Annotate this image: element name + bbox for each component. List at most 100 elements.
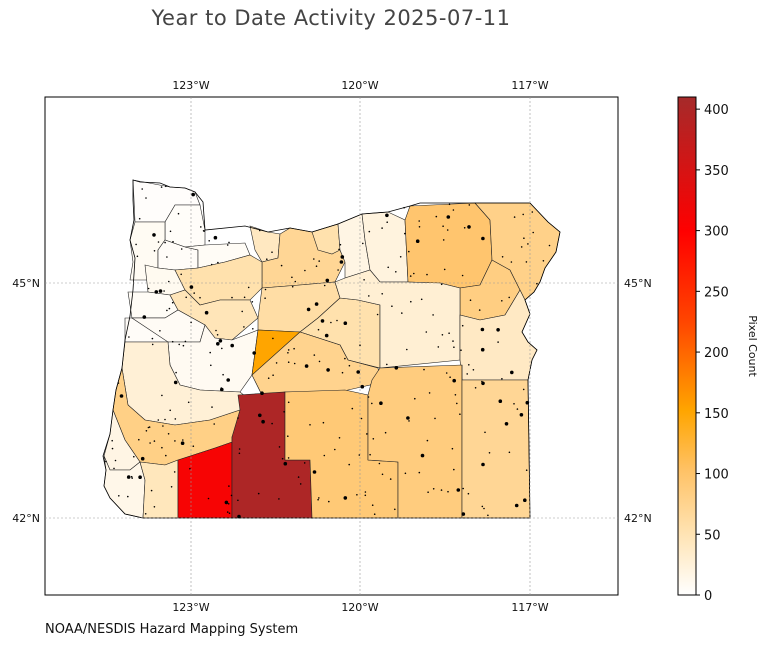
fire-point xyxy=(243,296,246,299)
lon-tick-top-117w: 117°W xyxy=(511,79,548,92)
fire-point xyxy=(466,373,469,375)
fire-point xyxy=(453,468,455,471)
colorbar-tick-label: 350 xyxy=(704,164,729,179)
fire-point xyxy=(334,448,336,451)
fire-point xyxy=(275,362,278,364)
fire-point xyxy=(306,307,311,312)
fire-point xyxy=(237,499,239,502)
fire-point xyxy=(487,514,489,517)
fire-point xyxy=(237,417,239,419)
fire-point xyxy=(384,431,387,434)
fire-point xyxy=(217,261,219,264)
fire-point xyxy=(463,227,466,229)
fire-point xyxy=(216,334,219,336)
fire-point xyxy=(415,239,420,243)
fire-point xyxy=(461,274,464,277)
fire-point xyxy=(381,293,384,295)
fire-point xyxy=(523,498,527,503)
fire-point xyxy=(287,352,289,354)
fire-point xyxy=(456,402,458,405)
fire-point xyxy=(226,378,230,382)
fire-point xyxy=(364,491,367,493)
fire-point xyxy=(159,330,161,332)
fire-point xyxy=(260,391,264,396)
fire-point xyxy=(408,250,410,253)
colorbar-tick-label: 250 xyxy=(704,285,729,300)
fire-point xyxy=(428,392,431,394)
fire-point xyxy=(243,326,245,328)
fire-point xyxy=(293,362,296,365)
fire-point xyxy=(376,313,379,316)
fire-point xyxy=(144,513,147,515)
fire-point xyxy=(536,282,538,285)
fire-point xyxy=(348,364,351,367)
fire-point xyxy=(459,413,461,416)
fire-point xyxy=(126,475,131,479)
fire-point xyxy=(480,347,485,352)
fire-point xyxy=(209,351,211,354)
fire-point xyxy=(478,309,481,311)
fire-point xyxy=(337,269,339,271)
fire-point xyxy=(525,469,528,472)
fire-point xyxy=(385,213,389,218)
lat-tick-right-42n: 42°N xyxy=(624,512,652,525)
fire-point xyxy=(510,261,513,263)
fire-point xyxy=(251,301,254,303)
fire-point xyxy=(173,471,176,473)
fire-point xyxy=(287,401,290,404)
fire-point xyxy=(372,438,375,440)
fire-point xyxy=(261,419,265,424)
fire-point xyxy=(111,447,114,450)
fire-point xyxy=(501,255,504,258)
fire-point xyxy=(328,500,330,503)
fire-point xyxy=(406,416,410,420)
fire-point xyxy=(278,446,281,448)
fire-point xyxy=(446,229,449,231)
fire-point xyxy=(510,370,514,375)
lon-tick-bottom-117w: 117°W xyxy=(511,601,548,614)
fire-point xyxy=(496,328,500,332)
fire-point xyxy=(449,376,451,379)
fire-point xyxy=(287,361,290,364)
fire-point xyxy=(281,457,284,460)
fire-point xyxy=(257,492,260,495)
fire-point xyxy=(368,295,370,297)
fire-point xyxy=(501,300,503,302)
fire-point xyxy=(222,373,224,376)
fire-point xyxy=(452,340,454,342)
fire-point xyxy=(418,226,421,228)
fire-point xyxy=(149,442,151,444)
fire-point xyxy=(399,255,402,258)
fire-point xyxy=(481,380,483,383)
fire-point xyxy=(283,461,288,466)
fire-point xyxy=(151,337,154,340)
fire-point xyxy=(117,382,120,384)
fire-point xyxy=(451,447,454,450)
lat-tick-left-42n: 42°N xyxy=(12,512,40,525)
fire-point xyxy=(231,296,233,299)
lat-tick-left-45n: 45°N xyxy=(12,277,40,290)
fire-point xyxy=(378,462,381,465)
fire-point xyxy=(395,271,397,273)
fire-point xyxy=(164,418,166,421)
fire-point xyxy=(404,472,407,475)
fire-point xyxy=(447,490,449,493)
fire-point xyxy=(227,503,230,505)
fire-point xyxy=(548,244,551,247)
fire-point xyxy=(427,491,429,494)
county-layer xyxy=(103,179,561,519)
fire-point xyxy=(291,276,293,279)
fire-point xyxy=(169,230,172,233)
lat-tick-right-45n: 45°N xyxy=(624,277,652,290)
fire-point xyxy=(315,265,318,268)
fire-point xyxy=(467,225,471,229)
fire-point xyxy=(160,186,163,188)
fire-point xyxy=(168,280,170,283)
fire-point xyxy=(326,368,330,372)
fire-point xyxy=(461,324,464,327)
fire-point xyxy=(525,261,528,263)
fire-point xyxy=(386,363,388,366)
fire-point xyxy=(297,476,300,478)
fire-point xyxy=(171,301,174,304)
fire-point xyxy=(348,463,351,466)
